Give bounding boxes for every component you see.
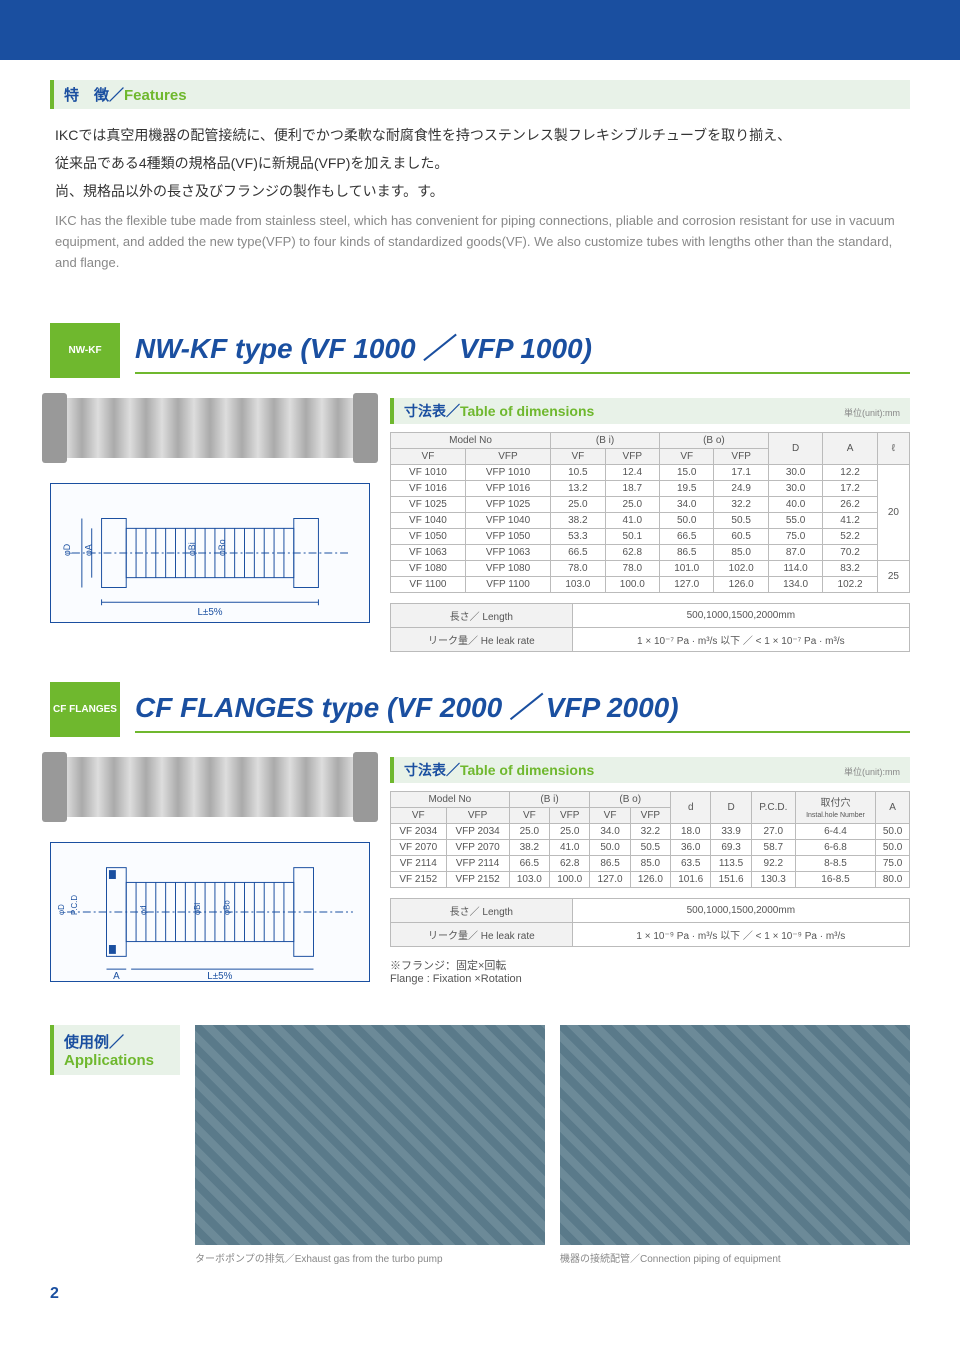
svg-text:L±5%: L±5% [197,607,222,618]
features-title-jp: 特 徴／ [64,87,124,104]
table-row: VF 1080VFP 108078.078.0101.0102.0114.083… [391,560,910,576]
features-jp-2: 従来品である4種類の規格品(VF)に新規品(VFP)を加えました。 [55,152,905,176]
app-caption-2: 機器の接続配管／Connection piping of equipment [560,1250,910,1265]
table-row: VF 2114VFP 211466.562.886.585.063.5113.5… [391,855,910,871]
table-row: VF 2034VFP 203425.025.034.032.218.033.92… [391,823,910,839]
features-header: 特 徴／Features [50,80,910,109]
table-row: VF 2152VFP 2152103.0100.0127.0126.0101.6… [391,871,910,887]
svg-text:φD: φD [62,544,72,556]
cf-table-title: 寸法表／Table of dimensions 単位(unit):mm [390,757,910,783]
cf-photo [50,757,370,817]
table-row: VF 1016VFP 101613.218.719.524.930.017.2 [391,480,910,496]
app-image-1 [195,1025,545,1245]
cf-note: ※フランジ：固定×回転 Flange : Fixation ×Rotation [390,957,910,985]
cf-diagram: L±5% A φD P.C.D φd φBi φBo [50,842,370,982]
cf-table: Model No (B i) (B o) d D P.C.D. 取付穴Insta… [390,791,910,888]
table-row: VF 1040VFP 104038.241.050.050.555.041.2 [391,512,910,528]
table-row: VF 1010VFP 101010.512.415.017.130.012.22… [391,464,910,480]
svg-text:φBi: φBi [187,542,197,556]
svg-text:L±5%: L±5% [207,971,232,981]
nwkf-diagram: L±5% φD φA φBi φBo [50,483,370,623]
app-caption-1: ターボポンプの排気／Exhaust gas from the turbo pum… [195,1250,545,1265]
apps-title: 使用例／ Applications [50,1025,180,1075]
features-jp-1: IKCでは真空用機器の配管接続に、便利でかつ柔軟な耐腐食性を持つステンレス製フレ… [55,124,905,148]
svg-text:φD: φD [57,904,66,915]
features-body: IKCでは真空用機器の配管接続に、便利でかつ柔軟な耐腐食性を持つステンレス製フレ… [50,109,910,293]
table-row: VF 1063VFP 106366.562.886.585.087.070.2 [391,544,910,560]
app-image-2 [560,1025,910,1245]
features-title-en: Features [124,87,187,104]
cf-block: CF FLANGES CF FLANGES type (VF 2000 ／ VF… [50,682,910,985]
nwkf-table: Model No (B i) (B o) D A ℓ VFVFP VFVFP V… [390,432,910,593]
nwkf-spec-table: 長さ／ Length500,1000,1500,2000mm リーク量／ He … [390,603,910,652]
cf-spec-table: 長さ／ Length500,1000,1500,2000mm リーク量／ He … [390,898,910,947]
svg-text:φBi: φBi [193,902,202,914]
features-jp-3: 尚、規格品以外の長さ及びフランジの製作もしています。す。 [55,180,905,204]
svg-text:P.C.D: P.C.D [70,894,79,914]
nwkf-block: NW-KF NW-KF type (VF 1000 ／ VFP 1000) [50,323,910,652]
top-bar [0,0,960,60]
svg-text:φd: φd [139,905,148,915]
cf-badge: CF FLANGES [50,682,120,737]
table-row: VF 1050VFP 105053.350.166.560.575.052.2 [391,528,910,544]
svg-text:φBo: φBo [223,899,232,914]
features-en: IKC has the flexible tube made from stai… [55,211,905,273]
nwkf-photo [50,398,370,458]
svg-text:φA: φA [84,544,94,556]
nwkf-badge: NW-KF [50,323,120,378]
svg-text:φBo: φBo [217,539,227,556]
nwkf-title: NW-KF type (VF 1000 ／ VFP 1000) [135,327,910,374]
table-row: VF 2070VFP 207038.241.050.050.536.069.35… [391,839,910,855]
applications: 使用例／ Applications [50,1025,910,1245]
cf-title: CF FLANGES type (VF 2000 ／ VFP 2000) [135,686,910,733]
table-row: VF 1025VFP 102525.025.034.032.240.026.2 [391,496,910,512]
table-row: VF 1100VFP 1100103.0100.0127.0126.0134.0… [391,576,910,592]
nwkf-table-title: 寸法表／Table of dimensions 単位(unit):mm [390,398,910,424]
page-number: 2 [50,1285,910,1303]
svg-text:A: A [113,971,120,981]
